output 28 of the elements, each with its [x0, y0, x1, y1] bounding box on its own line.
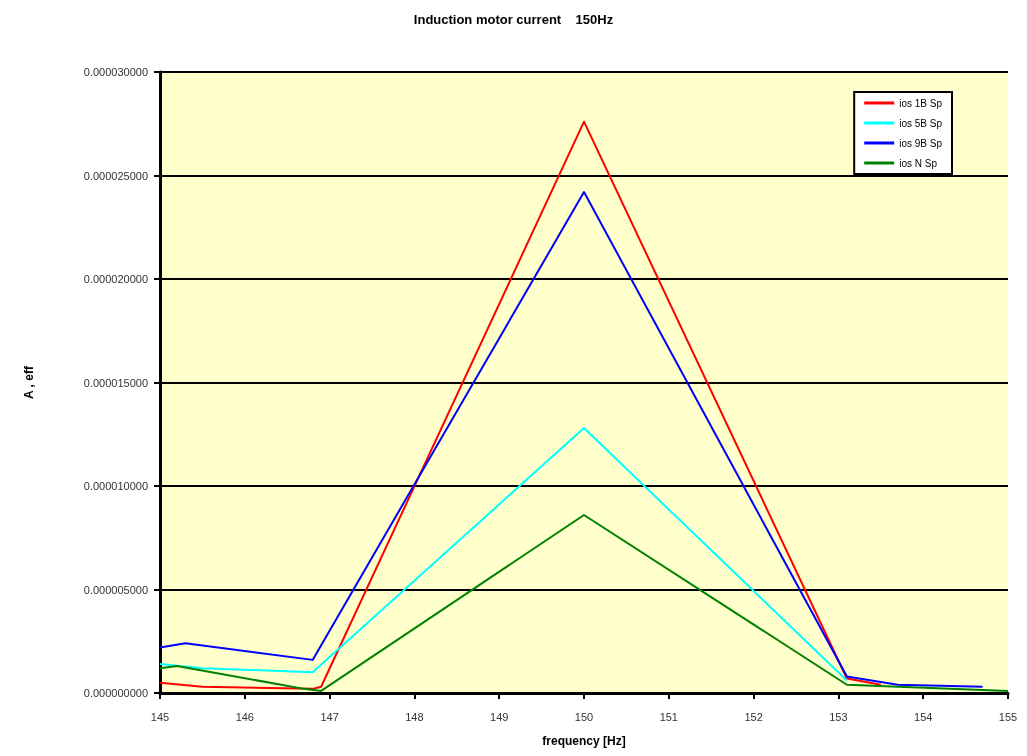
y-tick-label: 0.000020000 [83, 273, 148, 285]
legend-label: ios 9B Sp [899, 137, 943, 149]
x-tick-label: 147 [320, 710, 339, 723]
y-tick-label: 0.000000000 [83, 687, 148, 699]
x-tick-label: 154 [914, 710, 933, 723]
x-tick-label: 150 [574, 710, 594, 723]
x-tick-label: 153 [829, 710, 848, 723]
x-tick-label: 146 [235, 710, 254, 723]
x-tick-label: 148 [405, 710, 424, 723]
y-tick-label: 0.000005000 [83, 583, 148, 596]
y-tick-label: 0.000025000 [83, 169, 148, 182]
x-tick-label: 151 [659, 710, 678, 723]
line-series [159, 427, 848, 682]
chart-title: Induction motor current 150Hz [413, 12, 614, 27]
y-tick-label: 0.000015000 [83, 376, 148, 389]
line-series [159, 191, 984, 688]
x-tick-label: 149 [490, 710, 509, 723]
line-series [159, 120, 882, 690]
x-tick-label: 152 [744, 710, 763, 723]
x-tick-label: 155 [998, 710, 1018, 723]
y-tick-label: 0.000010000 [83, 480, 148, 492]
legend-label: ios 5B Sp [899, 117, 943, 129]
legend-label: ios N Sp [899, 157, 938, 169]
x-axis-title: frequency [Hz] [542, 734, 626, 748]
legend-label: ios 1B Sp [899, 97, 943, 109]
y-tick-label: 0.000030000 [83, 66, 148, 78]
x-tick-label: 145 [150, 710, 170, 723]
y-axis-title: A , eff [22, 365, 36, 399]
